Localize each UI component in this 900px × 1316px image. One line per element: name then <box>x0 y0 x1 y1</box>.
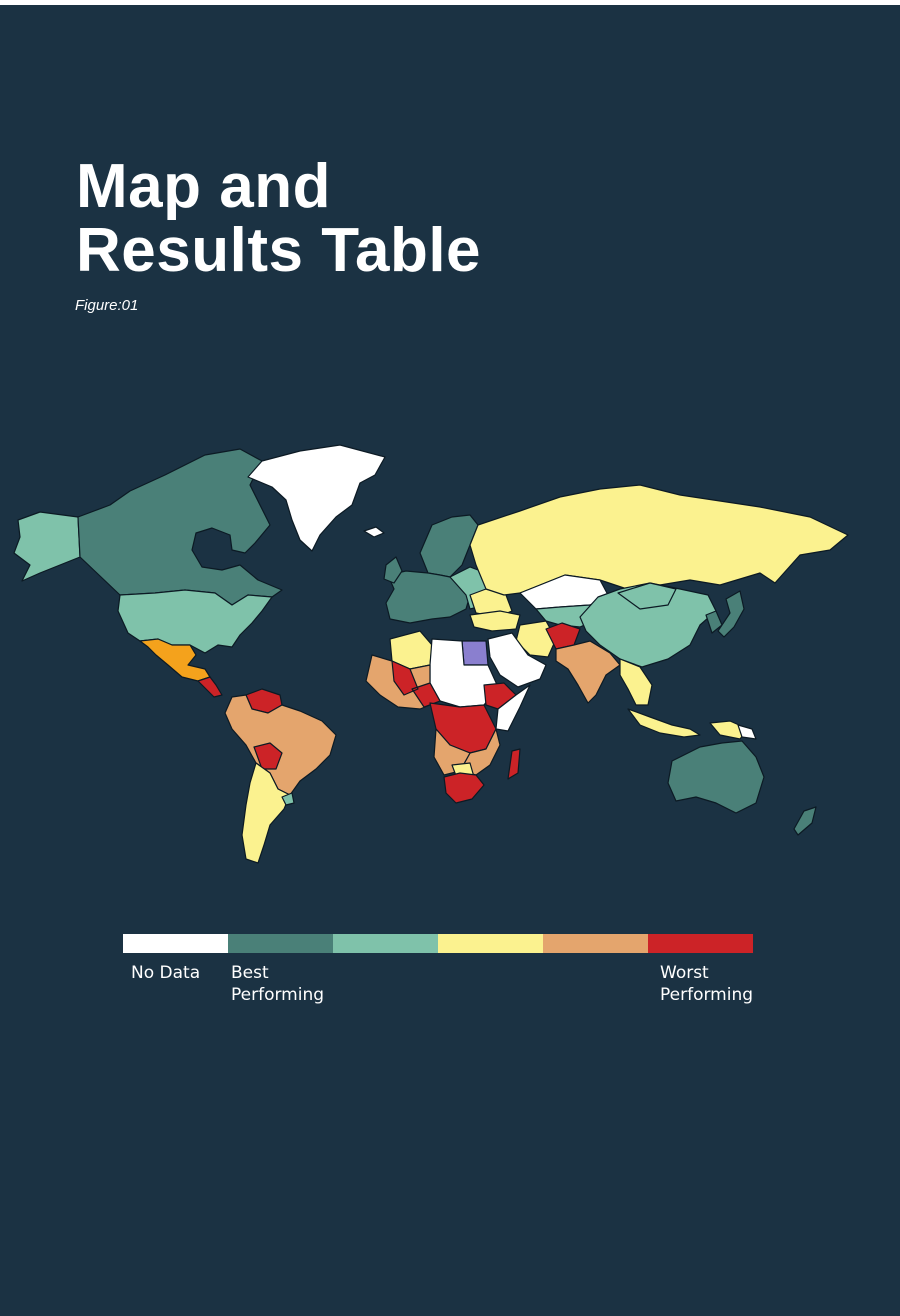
region-iceland <box>363 526 385 538</box>
region-alaska <box>13 511 81 582</box>
legend-swatch-mid <box>438 934 543 953</box>
region-greenland <box>247 444 386 552</box>
region-egypt <box>461 640 489 666</box>
legend-swatch-poor <box>543 934 648 953</box>
region-new-zealand <box>793 806 817 836</box>
region-madagascar <box>507 748 521 780</box>
region-turkey <box>469 610 521 632</box>
legend-best-line2: Performing <box>231 985 325 1005</box>
legend-worst-line1: Worst <box>660 963 709 983</box>
title-line-1: Map and <box>76 152 331 221</box>
region-png <box>737 724 757 740</box>
legend-no-data-text: No Data <box>131 963 201 983</box>
legend-label-best: Best Performing <box>231 962 351 1006</box>
legend-swatch-best <box>228 934 333 953</box>
legend-label-no-data: No Data <box>131 962 251 984</box>
region-central-america <box>197 676 223 698</box>
world-map <box>13 444 849 864</box>
region-mexico <box>139 638 211 682</box>
region-afghanistan <box>545 622 581 650</box>
region-russia <box>469 484 849 596</box>
legend-swatch-no-data <box>123 934 228 953</box>
region-western-europe <box>385 570 471 624</box>
legend-label-worst: Worst Performing <box>660 962 780 1006</box>
region-southeast-asia <box>619 658 653 706</box>
region-uk <box>383 556 403 584</box>
legend-worst-line2: Performing <box>660 985 754 1005</box>
region-arabia <box>487 632 547 688</box>
legend-swatch-good <box>333 934 438 953</box>
region-mongolia <box>617 582 677 610</box>
region-south-africa <box>443 772 485 804</box>
legend-swatch-worst <box>648 934 753 953</box>
region-korea-japan <box>705 590 745 638</box>
region-australia <box>667 740 765 814</box>
region-indonesia <box>627 708 749 740</box>
region-south-america <box>224 694 337 796</box>
title-line-2: Results Table <box>76 216 482 285</box>
region-india <box>555 640 621 704</box>
page-title: Map and Results Table <box>76 155 676 283</box>
region-mali-niger <box>391 660 441 708</box>
region-uruguay <box>281 792 295 806</box>
region-bolivia <box>253 742 283 770</box>
figure-label: Figure:01 <box>75 297 139 314</box>
page-background: Map and Results Table Figure:01 <box>0 5 900 1316</box>
region-argentina-chile <box>241 762 291 864</box>
legend-best-line1: Best <box>231 963 269 983</box>
region-usa <box>117 589 273 654</box>
legend-bar <box>123 934 753 953</box>
